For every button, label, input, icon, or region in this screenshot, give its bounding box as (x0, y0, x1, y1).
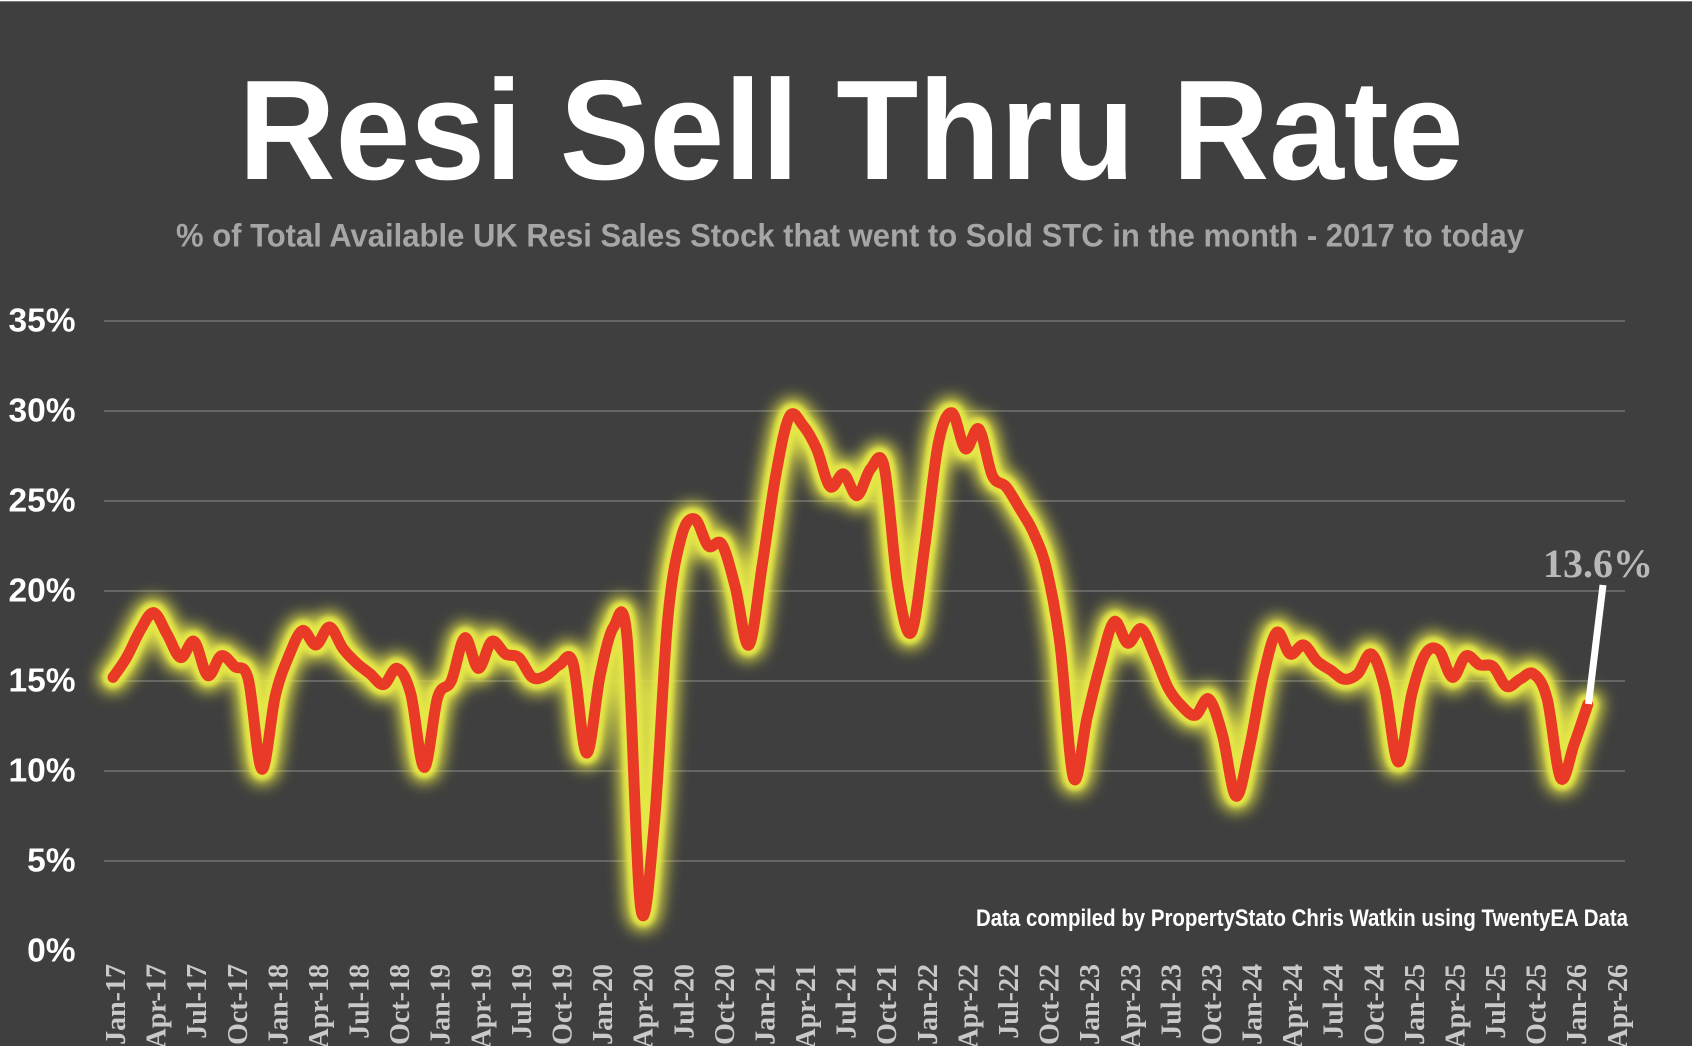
svg-text:Jan-26: Jan-26 (1562, 964, 1593, 1045)
svg-text:Oct-20: Oct-20 (710, 964, 741, 1045)
svg-text:Jan-23: Jan-23 (1075, 964, 1106, 1045)
svg-text:5%: 5% (27, 843, 75, 880)
svg-text:30%: 30% (8, 393, 75, 430)
svg-text:Oct-19: Oct-19 (548, 964, 579, 1045)
svg-text:Data compiled by PropertyStato: Data compiled by PropertyStato Chris Wat… (976, 905, 1628, 932)
svg-text:Oct-24: Oct-24 (1359, 964, 1390, 1045)
svg-text:Jul-20: Jul-20 (669, 964, 700, 1039)
svg-text:Oct-25: Oct-25 (1522, 964, 1553, 1045)
svg-text:25%: 25% (8, 483, 75, 520)
svg-text:Apr-20: Apr-20 (629, 964, 660, 1046)
svg-text:Jan-20: Jan-20 (588, 964, 619, 1045)
svg-text:Oct-22: Oct-22 (1035, 964, 1066, 1045)
svg-text:13.6%: 13.6% (1543, 541, 1653, 586)
svg-text:35%: 35% (8, 303, 75, 340)
svg-text:Oct-21: Oct-21 (872, 964, 903, 1045)
svg-text:Apr-19: Apr-19 (466, 964, 497, 1046)
svg-text:Jan-18: Jan-18 (263, 964, 294, 1045)
svg-text:Apr-21: Apr-21 (791, 964, 822, 1046)
svg-text:Jul-23: Jul-23 (1156, 964, 1187, 1039)
svg-text:Apr-18: Apr-18 (304, 964, 335, 1046)
svg-text:Jul-17: Jul-17 (182, 964, 213, 1039)
svg-text:0%: 0% (27, 933, 75, 970)
svg-text:Jul-24: Jul-24 (1319, 964, 1350, 1039)
svg-text:Oct-18: Oct-18 (385, 964, 416, 1045)
svg-text:Jul-21: Jul-21 (832, 964, 863, 1039)
svg-text:Apr-23: Apr-23 (1116, 964, 1147, 1046)
svg-text:Apr-17: Apr-17 (142, 964, 173, 1046)
svg-text:15%: 15% (8, 663, 75, 700)
svg-text:Jan-24: Jan-24 (1238, 964, 1269, 1045)
svg-text:10%: 10% (8, 753, 75, 790)
svg-text:Oct-23: Oct-23 (1197, 964, 1228, 1045)
svg-text:Oct-17: Oct-17 (223, 964, 254, 1045)
svg-text:Jan-19: Jan-19 (426, 964, 457, 1045)
svg-text:Jul-18: Jul-18 (345, 964, 376, 1039)
svg-text:20%: 20% (8, 573, 75, 610)
svg-text:% of Total Available UK Resi S: % of Total Available UK Resi Sales Stock… (176, 218, 1524, 254)
svg-text:Jan-17: Jan-17 (101, 964, 132, 1045)
svg-text:Jul-19: Jul-19 (507, 964, 538, 1039)
svg-text:Apr-22: Apr-22 (953, 964, 984, 1046)
svg-text:Jan-21: Jan-21 (750, 964, 781, 1045)
svg-text:Apr-24: Apr-24 (1278, 964, 1309, 1046)
svg-text:Jan-22: Jan-22 (913, 964, 944, 1045)
svg-text:Jan-25: Jan-25 (1400, 964, 1431, 1045)
svg-text:Apr-26: Apr-26 (1603, 964, 1634, 1046)
svg-text:Jul-22: Jul-22 (994, 964, 1025, 1039)
svg-text:Resi Sell Thru Rate: Resi Sell Thru Rate (239, 51, 1464, 210)
svg-text:Apr-25: Apr-25 (1441, 964, 1472, 1046)
svg-text:Jul-25: Jul-25 (1481, 964, 1512, 1039)
